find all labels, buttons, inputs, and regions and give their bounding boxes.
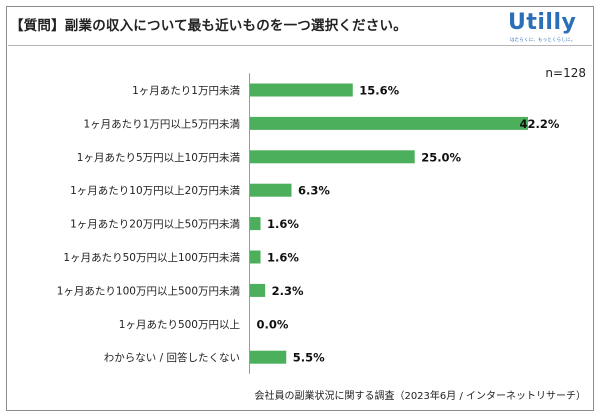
header-divider: [8, 45, 592, 46]
value-label: 5.5%: [293, 351, 325, 365]
bar: [250, 283, 266, 297]
category-label: 1ヶ月あたり20万円以上50万円未満: [70, 219, 240, 231]
category-label: 1ヶ月あたり1万円未満: [132, 85, 240, 97]
brand-logo: Utilly はたらくに、もっとくらしに。: [508, 10, 588, 50]
source-note: 会社員の副業状況に関する調査（2023年6月 / インターネットリサーチ）: [254, 391, 586, 402]
value-label: 6.3%: [298, 184, 330, 198]
bar: [250, 116, 528, 130]
value-label: 15.6%: [359, 84, 399, 98]
value-label: 1.6%: [267, 217, 299, 231]
logo-wordmark: Utilly: [508, 10, 577, 35]
chart-frame: [6, 6, 594, 411]
value-label: 2.3%: [272, 284, 304, 298]
bar: [250, 150, 415, 164]
value-label: 42.2%: [520, 117, 560, 131]
bar: [250, 217, 261, 231]
logo-tagline: はたらくに、もっとくらしに。: [510, 38, 576, 43]
value-label: 0.0%: [257, 317, 289, 331]
category-label: 1ヶ月あたり10万円以上20万円未満: [70, 185, 240, 197]
page-title: 【質問】副業の収入について最も近いものを一つ選択ください。: [10, 18, 407, 34]
category-label: 1ヶ月あたり5万円以上10万円未満: [77, 152, 241, 164]
category-label: わからない / 回答したくない: [104, 351, 240, 364]
category-label: 1ヶ月あたり50万円以上100万円未満: [63, 252, 240, 264]
bar: [250, 250, 261, 264]
category-label: 1ヶ月あたり1万円以上5万円未満: [83, 118, 240, 130]
bar: [250, 350, 287, 364]
bar: [250, 183, 292, 197]
value-label: 1.6%: [267, 251, 299, 265]
value-label: 25.0%: [421, 150, 461, 164]
bar: [250, 83, 353, 97]
category-label: 1ヶ月あたり500万円以上: [119, 319, 240, 331]
sample-size-label: n=128: [545, 66, 586, 80]
category-label: 1ヶ月あたり100万円以上500万円未満: [57, 285, 241, 297]
